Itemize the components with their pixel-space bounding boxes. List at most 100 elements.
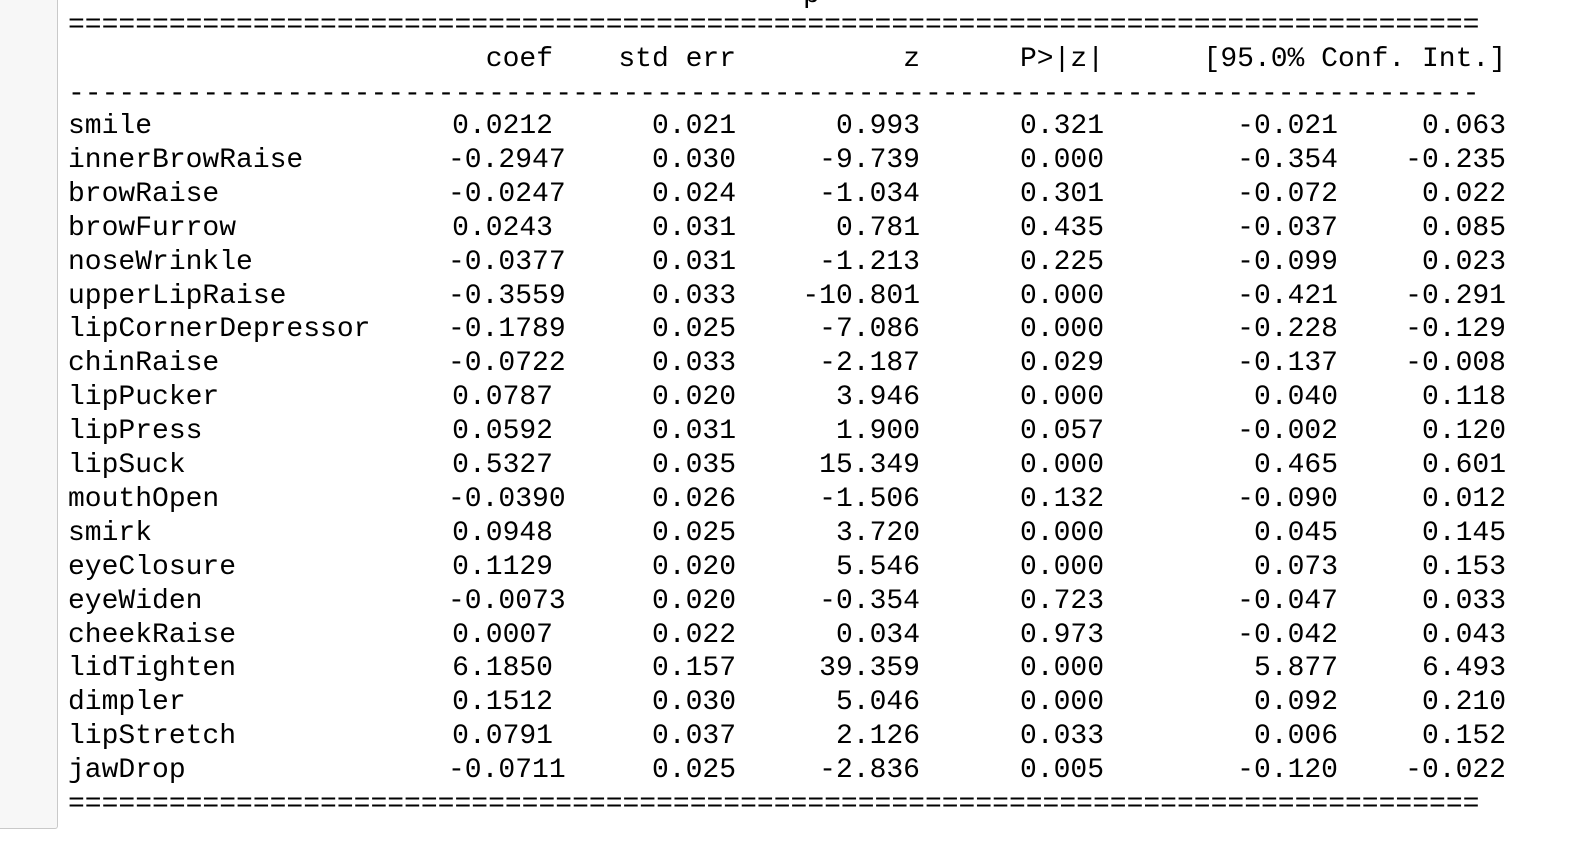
- row-conf-high: 0.063: [1421, 111, 1506, 142]
- row-name: eyeClosure: [68, 551, 237, 583]
- partial-header-right: ------: [1293, 0, 1394, 13]
- row-conf-high: 0.601: [1421, 450, 1506, 481]
- row-std-err: 0.157: [651, 653, 736, 685]
- row-coef: 0.0791: [452, 721, 553, 753]
- row-std-err: 0.025: [651, 314, 736, 346]
- row-conf-high: -0.129: [1405, 314, 1506, 346]
- row-coef: -0.2947: [448, 144, 566, 176]
- table-row: jawDrop -0.0711 0.025 -2.836 0.005 -0.120 -0.0…: [68, 754, 1506, 788]
- row-name: upperLipRaise: [68, 280, 287, 312]
- row-z: 0.993: [835, 111, 920, 142]
- row-coef: 0.0592: [452, 416, 553, 448]
- table-row: lidTighten 6.1850 0.157 39.359 0.000 5.877 6.4…: [68, 652, 1506, 686]
- row-coef: -0.0711: [448, 755, 566, 787]
- row-z: -2.187: [819, 348, 920, 380]
- partial-header-left: p ------: [803, 0, 937, 13]
- row-name: lipSuck: [68, 450, 186, 481]
- row-conf-low: -0.072: [1237, 178, 1338, 210]
- row-z: 3.720: [835, 517, 920, 549]
- table-row: innerBrowRaise -0.2947 0.030 -9.739 0.000 -0.…: [68, 144, 1506, 178]
- row-conf-high: -0.235: [1405, 144, 1506, 176]
- top-double-separator: ========================================…: [68, 10, 1480, 41]
- row-name: smile: [68, 111, 153, 142]
- row-conf-low: 0.092: [1253, 687, 1338, 719]
- row-coef: 0.1129: [452, 551, 553, 583]
- row-coef: -0.0247: [448, 178, 566, 210]
- row-std-err: 0.031: [651, 212, 736, 244]
- row-p-value: 0.301: [1019, 178, 1104, 210]
- row-coef: 0.0787: [452, 382, 553, 414]
- header-p-value: P>|z|: [1019, 44, 1104, 75]
- row-name: lipCornerDepressor: [68, 314, 371, 346]
- row-conf-high: 0.022: [1421, 178, 1506, 210]
- row-p-value: 0.132: [1019, 483, 1104, 515]
- row-z: 15.349: [819, 450, 920, 481]
- row-z: 0.034: [835, 619, 920, 651]
- row-p-value: 0.000: [1019, 144, 1104, 176]
- row-z: -9.739: [819, 144, 920, 176]
- row-conf-low: 0.045: [1253, 517, 1338, 549]
- table-row: noseWrinkle -0.0377 0.031 -1.213 0.225 -0.099…: [68, 246, 1506, 280]
- row-name: lipPress: [68, 416, 203, 448]
- row-conf-low: -0.090: [1237, 483, 1338, 515]
- row-p-value: 0.000: [1019, 450, 1104, 481]
- row-std-err: 0.026: [651, 483, 736, 515]
- row-std-err: 0.030: [651, 144, 736, 176]
- table-row: dimpler 0.1512 0.030 5.046 0.000 0.092 0.210: [68, 686, 1506, 720]
- row-conf-high: 0.118: [1421, 382, 1506, 414]
- row-std-err: 0.037: [651, 721, 736, 753]
- row-conf-high: 0.210: [1421, 687, 1506, 719]
- row-coef: -0.3559: [448, 280, 566, 312]
- row-std-err: 0.020: [651, 551, 736, 583]
- row-conf-low: -0.099: [1237, 246, 1338, 278]
- row-p-value: 0.057: [1019, 416, 1104, 448]
- row-std-err: 0.033: [651, 348, 736, 380]
- row-conf-low: 0.006: [1253, 721, 1338, 753]
- row-std-err: 0.024: [651, 178, 736, 210]
- row-name: mouthOpen: [68, 483, 220, 515]
- row-coef: 0.0948: [452, 517, 553, 549]
- row-z: -0.354: [819, 585, 920, 617]
- row-z: -1.034: [819, 178, 920, 210]
- row-conf-high: -0.022: [1405, 755, 1506, 787]
- row-coef: -0.0377: [448, 246, 566, 278]
- table-row: browRaise -0.0247 0.024 -1.034 0.301 -0.072 0.…: [68, 178, 1506, 212]
- row-z: -7.086: [819, 314, 920, 346]
- row-name: chinRaise: [68, 348, 220, 380]
- row-name: lipPucker: [68, 382, 220, 414]
- row-conf-low: -0.021: [1237, 111, 1338, 142]
- cell-input-gutter: [0, 0, 58, 829]
- row-conf-high: 0.012: [1421, 483, 1506, 515]
- row-coef: 0.5327: [452, 450, 553, 481]
- row-conf-high: 0.085: [1421, 212, 1506, 244]
- row-conf-high: 6.493: [1421, 653, 1506, 685]
- row-p-value: 0.000: [1019, 551, 1104, 583]
- table-row: lipPress 0.0592 0.031 1.900 0.057 -0.002 0.120: [68, 415, 1506, 449]
- row-z: -2.836: [819, 755, 920, 787]
- row-std-err: 0.021: [651, 111, 736, 142]
- row-z: 0.781: [835, 212, 920, 244]
- row-p-value: 0.723: [1019, 585, 1104, 617]
- row-name: noseWrinkle: [68, 246, 253, 278]
- row-coef: -0.0722: [448, 348, 566, 380]
- table-row: browFurrow 0.0243 0.031 0.781 0.435 -0.037 0.0…: [68, 212, 1506, 246]
- row-p-value: 0.435: [1019, 212, 1104, 244]
- row-z: -10.801: [802, 280, 920, 312]
- row-coef: -0.0073: [448, 585, 566, 617]
- row-z: 2.126: [835, 721, 920, 753]
- row-conf-high: 0.023: [1421, 246, 1506, 278]
- row-name: jawDrop: [68, 755, 186, 787]
- row-p-value: 0.000: [1019, 687, 1104, 719]
- partial-header-line: p ------ ------: [68, 0, 1506, 13]
- header-z: z: [903, 44, 920, 75]
- row-z: 3.946: [835, 382, 920, 414]
- row-conf-high: 0.153: [1421, 551, 1506, 583]
- header-conf-int: [95.0% Conf. Int.]: [1203, 44, 1506, 75]
- row-name: eyeWiden: [68, 585, 203, 617]
- table-row: mouthOpen -0.0390 0.026 -1.506 0.132 -0.090 0.…: [68, 483, 1506, 517]
- row-conf-high: 0.145: [1421, 517, 1506, 549]
- row-conf-high: 0.120: [1421, 416, 1506, 448]
- row-std-err: 0.033: [651, 280, 736, 312]
- row-conf-low: -0.137: [1237, 348, 1338, 380]
- row-z: 1.900: [835, 416, 920, 448]
